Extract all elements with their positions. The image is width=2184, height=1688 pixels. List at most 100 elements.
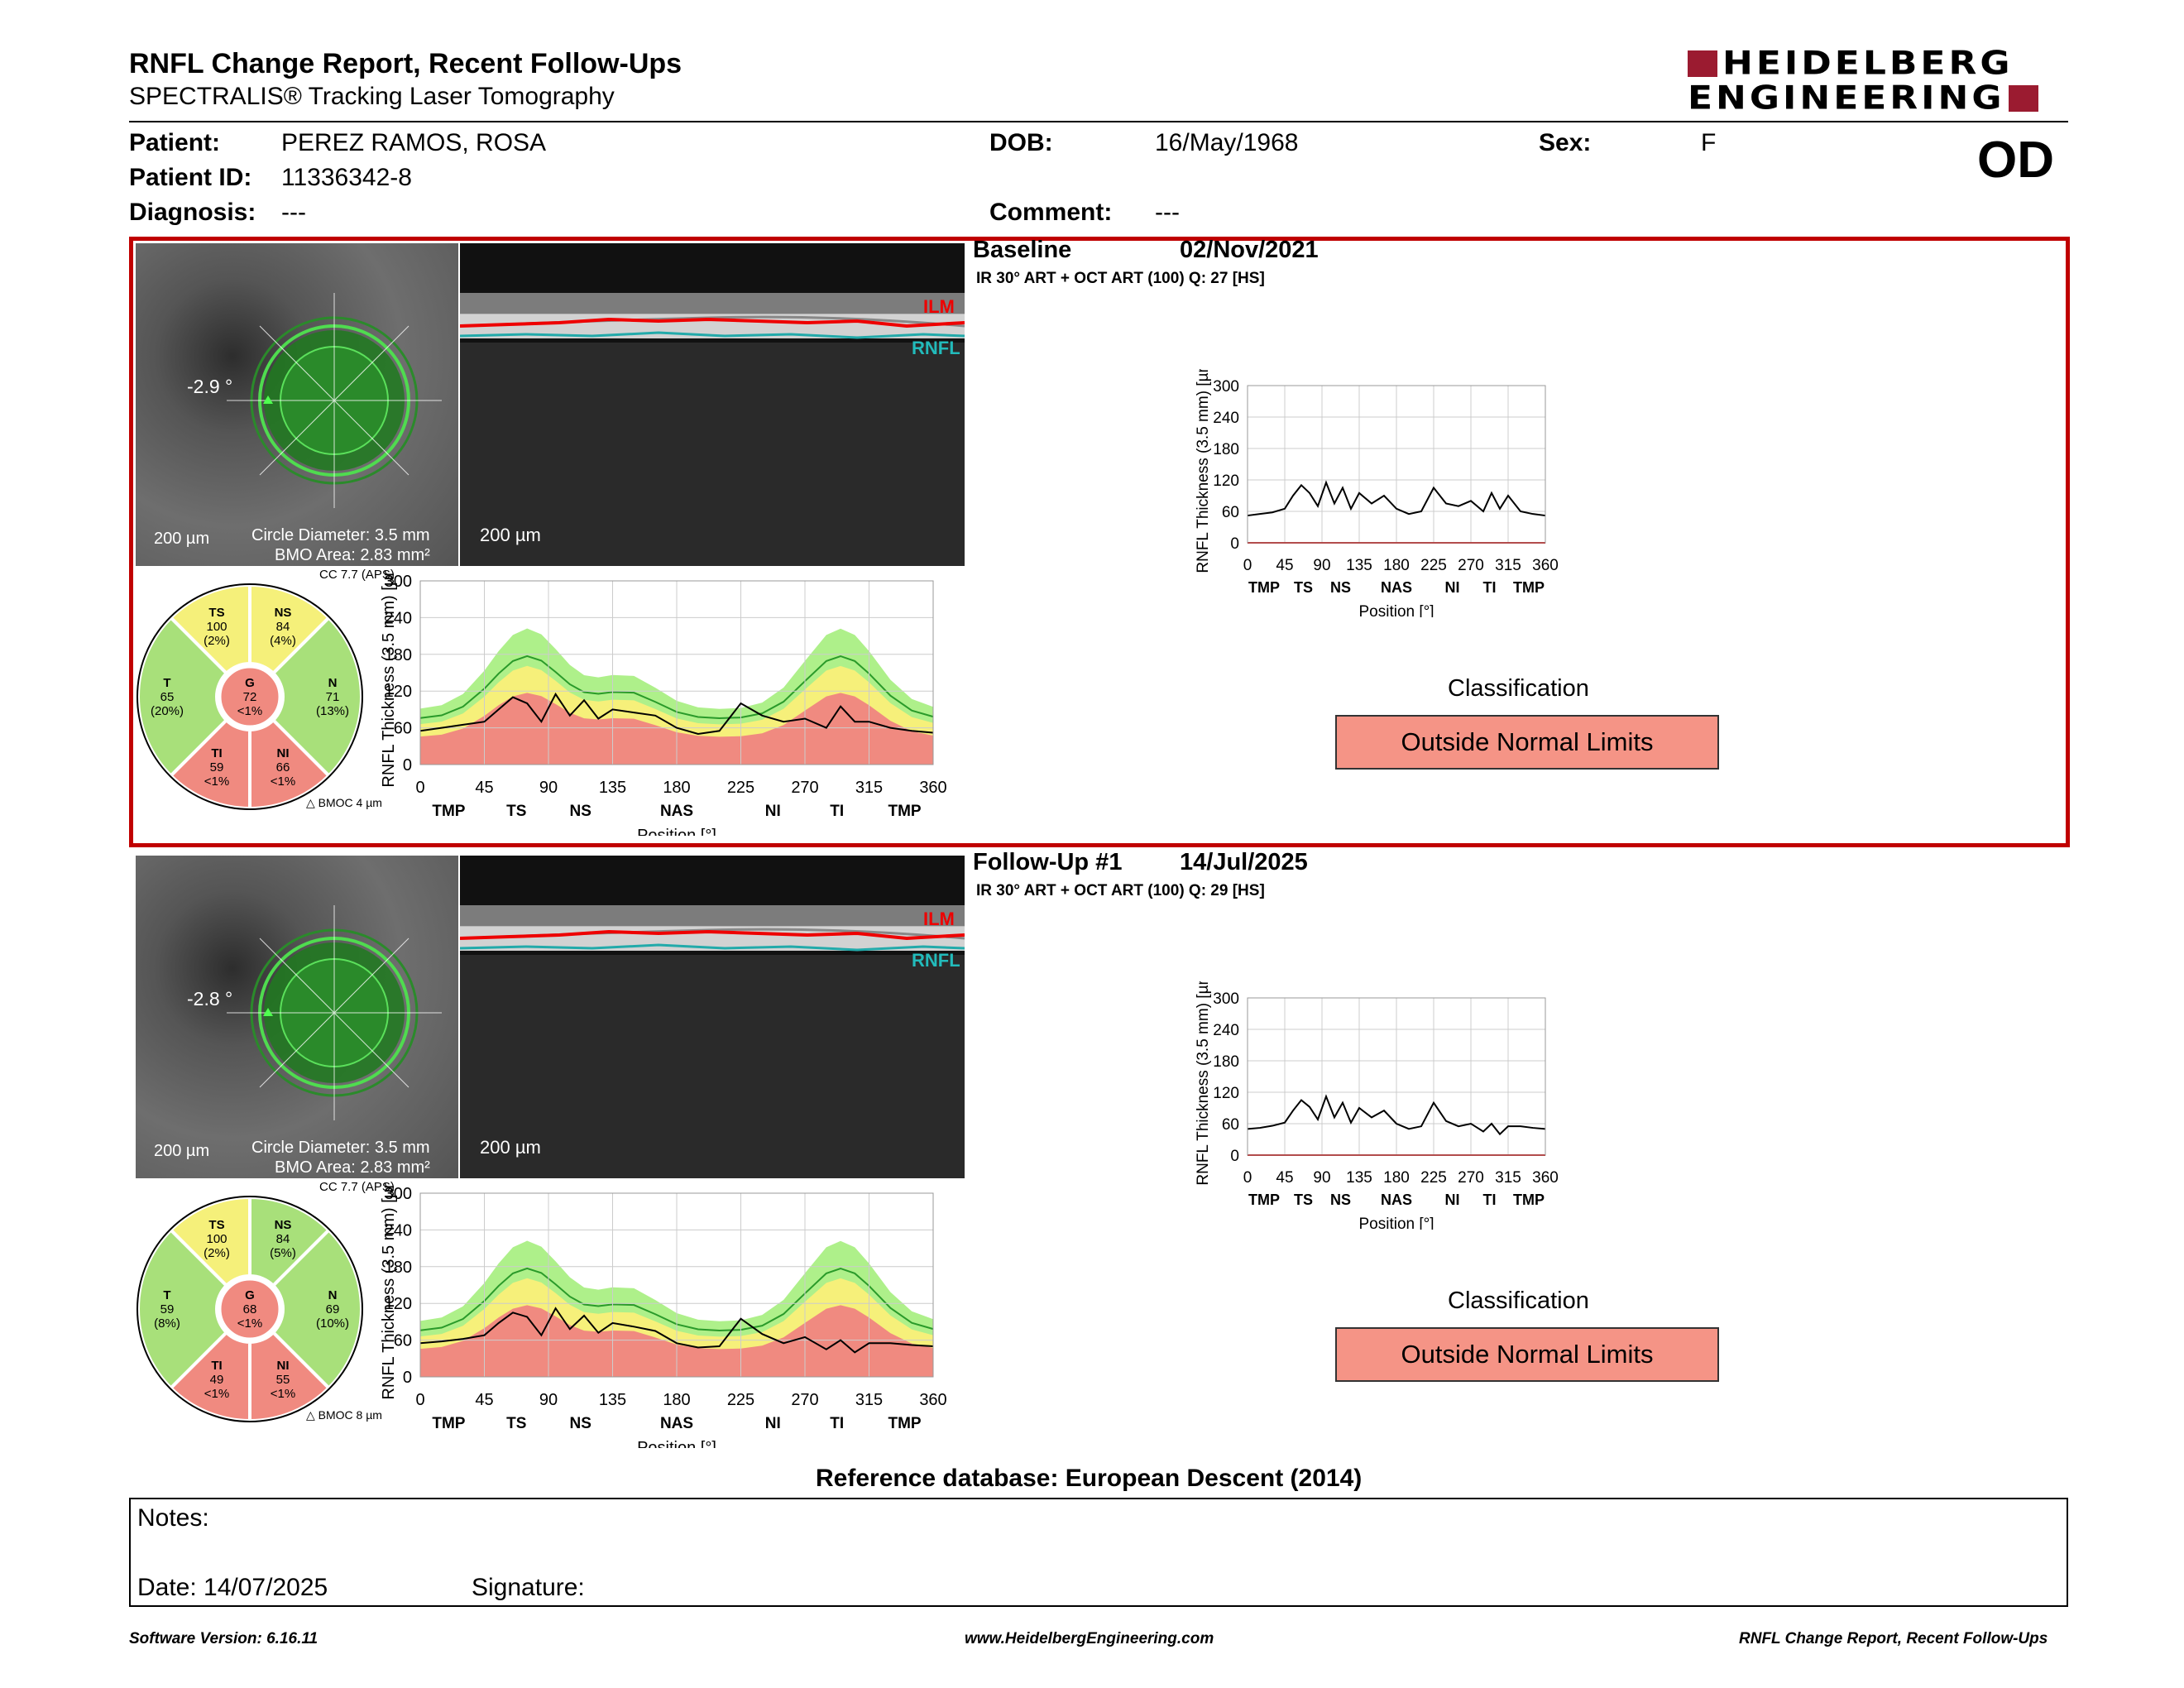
y-tick-label: 60 <box>1222 1116 1239 1134</box>
x-tick-label: 270 <box>1458 557 1484 574</box>
followup-panel: -2.8 ° 200 µm Circle Diameter: 3.5 mm BM… <box>129 849 2070 1460</box>
fundus-image: -2.9 ° 200 µm Circle Diameter: 3.5 mm BM… <box>136 243 458 566</box>
y-tick-label: 60 <box>1222 504 1239 521</box>
y-tick-label: 120 <box>385 1295 412 1313</box>
sector-axis-label: NAS <box>1381 579 1412 596</box>
sector-g <box>218 665 281 728</box>
x-tick-label: 135 <box>599 779 626 797</box>
exam-date: 02/Nov/2021 <box>1180 237 1319 263</box>
sector-axis-label: NI <box>765 1415 781 1432</box>
x-tick-label: 0 <box>1243 557 1252 574</box>
x-tick-label: 90 <box>1313 557 1330 574</box>
sector-axis-label: TI <box>830 1415 844 1432</box>
y-tick-label: 0 <box>1230 535 1239 553</box>
y-axis-title: RNFL Thickness (3.5 mm) [µm] <box>380 571 398 788</box>
y-tick-label: 120 <box>1213 472 1239 490</box>
y-axis-title: RNFL Thickness (3.5 mm) [µm] <box>1195 369 1212 573</box>
heidelberg-logo: HEIDELBERG ENGINEERING <box>1688 46 2068 116</box>
comment-value: --- <box>1155 199 1180 226</box>
rnfl-thickness-line <box>419 692 934 736</box>
sector-axis-label: NAS <box>660 803 693 820</box>
sector-g-label: G 72 <1% <box>237 676 262 718</box>
oct-scale: 200 µm <box>480 525 541 545</box>
y-tick-label: 180 <box>385 1259 412 1277</box>
sector-axis-label: TS <box>1294 579 1313 596</box>
sector-t-label: T 59 (8%) <box>154 1288 180 1331</box>
comment-label: Comment: <box>989 199 1113 226</box>
change-chart: 0 60 120 180 240 300 0 45 90 135 180 225 270 315 360 TM… <box>1188 967 1585 1233</box>
report-subtitle: SPECTRALIS® Tracking Laser Tomography <box>129 83 615 110</box>
footer-report-name: RNFL Change Report, Recent Follow-Ups <box>1739 1630 2048 1647</box>
patient-id: 11336342-8 <box>281 164 412 191</box>
sector-ni-label: NI 66 <1% <box>271 746 295 789</box>
sector-ns-label: NS 84 (5%) <box>270 1218 296 1260</box>
fovea-angle: -2.8 ° <box>187 988 233 1009</box>
classification-result: Outside Normal Limits <box>1335 715 1719 770</box>
sector-ns <box>248 1195 332 1288</box>
sector-axis-label: NS <box>570 803 592 820</box>
classification-result: Outside Normal Limits <box>1335 1327 1719 1382</box>
x-tick-label: 135 <box>1346 557 1372 574</box>
sector-n <box>271 615 363 779</box>
x-tick-label: 225 <box>1420 557 1447 574</box>
dob-label: DOB: <box>989 129 1053 156</box>
sector-axis-label: NS <box>1330 579 1351 596</box>
y-tick-label: 300 <box>385 1185 412 1203</box>
sector-axis-label: TMP <box>1513 579 1545 596</box>
circle-diameter: Circle Diameter: 3.5 mm <box>251 1139 430 1157</box>
x-tick-label: 90 <box>539 1391 558 1409</box>
sex-value: F <box>1701 129 1717 156</box>
sector-ti <box>168 1330 251 1423</box>
header-rule <box>129 121 2068 122</box>
x-tick-label: 180 <box>1383 557 1410 574</box>
y-tick-label: 300 <box>1213 990 1239 1008</box>
sector-g <box>218 1278 281 1340</box>
x-tick-label: 135 <box>1346 1169 1372 1187</box>
x-tick-label: 90 <box>1313 1169 1330 1187</box>
notes-label: Notes: <box>137 1504 209 1532</box>
sector-n-label: N 71 (13%) <box>316 676 349 718</box>
x-tick-label: 315 <box>855 1391 883 1409</box>
sector-axis-label: NI <box>765 803 781 820</box>
x-tick-label: 135 <box>599 1391 626 1409</box>
x-tick-label: 270 <box>791 779 818 797</box>
bmoc-value: △ BMOC 8 µm <box>306 1408 382 1422</box>
scan-info: IR 30° ART + OCT ART (100) Q: 27 [HS] <box>976 270 1265 287</box>
x-tick-label: 360 <box>919 1391 946 1409</box>
normative-mean-line <box>419 1267 934 1332</box>
patient-label: Patient: <box>129 129 221 156</box>
sector-ts <box>168 583 251 676</box>
rnfl-thickness-line <box>1247 480 1546 517</box>
notes-box[interactable]: Notes: Date: 14/07/2025 Signature: <box>129 1498 2068 1607</box>
y-tick-label: 60 <box>394 720 412 738</box>
y-tick-label: 300 <box>385 573 412 591</box>
x-tick-label: 0 <box>415 1391 424 1409</box>
bmo-area: BMO Area: 2.83 mm² <box>275 1158 430 1177</box>
sector-ns <box>248 583 332 676</box>
sector-axis-label: TS <box>506 803 526 820</box>
cc-aps: CC 7.7 (APS) <box>319 1180 395 1194</box>
patient-name: PEREZ RAMOS, ROSA <box>281 129 547 156</box>
x-tick-label: 90 <box>539 779 558 797</box>
sector-n <box>271 1227 363 1391</box>
exam-name: Baseline <box>973 237 1072 263</box>
change-chart: 0 60 120 180 240 300 0 45 90 135 180 225 270 315 360 TM… <box>1188 355 1585 621</box>
sector-t <box>136 615 229 779</box>
rnfl-profile-chart: 0 60 120 180 240 300 0 45 90 135 180 225 270 315 360 TM… <box>377 1170 973 1457</box>
sector-axis-label: TMP <box>432 1415 465 1432</box>
rnfl-thickness-line <box>419 1307 934 1354</box>
x-tick-label: 45 <box>475 779 493 797</box>
classification-label: Classification <box>1448 1288 1589 1314</box>
x-tick-label: 360 <box>1532 557 1559 574</box>
exam-date: 14/Jul/2025 <box>1180 849 1308 875</box>
sector-t <box>136 1227 229 1391</box>
x-tick-label: 270 <box>791 1391 818 1409</box>
footer-website[interactable]: www.HeidelbergEngineering.com <box>965 1630 1214 1647</box>
y-axis-title: RNFL Thickness (3.5 mm) [µm] <box>1195 981 1212 1186</box>
fovea-angle: -2.9 ° <box>187 376 233 397</box>
normative-mean-line <box>419 655 934 720</box>
x-axis-title: Position [°] <box>1358 603 1434 617</box>
fundus-image: -2.8 ° 200 µm Circle Diameter: 3.5 mm BM… <box>136 856 458 1178</box>
sector-ni <box>248 1330 332 1423</box>
ilm-label: ILM <box>923 296 955 317</box>
